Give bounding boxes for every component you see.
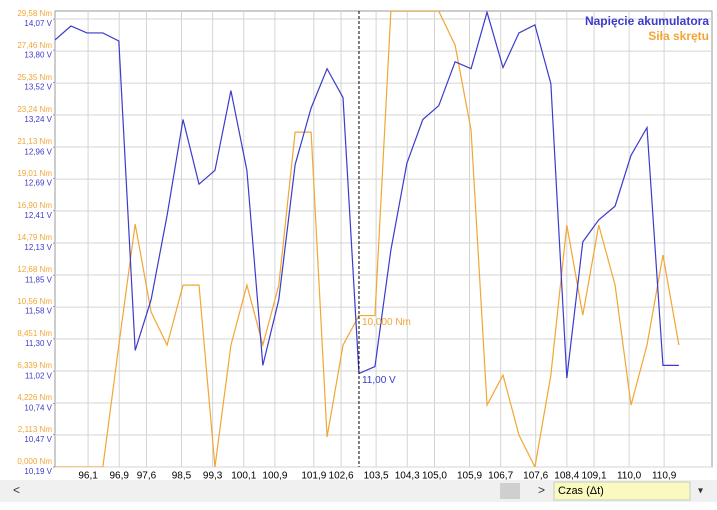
y-tick-label: 21,13 Nm: [17, 137, 52, 146]
legend-entry: Siła skrętu: [648, 29, 709, 43]
y2-tick-label: 13,80 V: [24, 50, 52, 59]
cursor-label: 11,00 V: [362, 375, 396, 386]
y2-tick-label: 13,24 V: [24, 115, 52, 124]
x-tick-label: 98,5: [172, 471, 192, 482]
y-tick-label: 27,46 Nm: [17, 41, 52, 50]
x-axis-select[interactable]: [553, 481, 691, 501]
y-tick-label: 19,01 Nm: [17, 169, 52, 178]
y-tick-label: 2,113 Nm: [18, 425, 52, 434]
y2-tick-label: 11,30 V: [25, 339, 53, 348]
x-axis-select-label: Czas (Δt): [558, 485, 604, 497]
y-tick-label: 12,68 Nm: [17, 265, 52, 274]
x-tick-label: 99,3: [203, 471, 223, 482]
x-tick-label: 100,1: [231, 471, 256, 482]
y-tick-label: 29,58 Nm: [17, 9, 52, 18]
y-tick-label: 6,339 Nm: [17, 361, 52, 370]
x-tick-label: 103,5: [364, 471, 389, 482]
x-tick-label: 110,9: [652, 471, 677, 482]
y2-tick-label: 10,74 V: [24, 404, 52, 413]
toolbar: [0, 480, 717, 502]
series-line: [55, 11, 680, 467]
y2-tick-label: 14,07 V: [24, 19, 52, 28]
x-tick-label: 100,9: [262, 471, 287, 482]
legend-entry: Napięcie akumulatora: [585, 14, 709, 28]
y-tick-label: 8,451 Nm: [17, 329, 52, 338]
x-tick-label: 106,7: [488, 471, 513, 482]
x-tick-label: 110,0: [617, 471, 642, 482]
x-tick-label: 109,1: [582, 471, 607, 482]
y2-tick-label: 10,47 V: [24, 435, 52, 444]
x-tick-label: 104,3: [395, 471, 420, 482]
prev-button[interactable]: <: [13, 483, 20, 497]
next-button[interactable]: >: [538, 483, 545, 497]
x-tick-label: 105,9: [457, 471, 482, 482]
x-tick-label: 101,9: [301, 471, 326, 482]
y2-tick-label: 11,58 V: [25, 307, 53, 316]
y2-tick-label: 12,13 V: [24, 243, 52, 252]
scroll-thumb[interactable]: [500, 483, 520, 499]
y2-tick-label: 12,69 V: [24, 179, 52, 188]
y-tick-label: 0,000 Nm: [17, 457, 52, 466]
x-tick-label: 96,9: [109, 471, 129, 482]
x-tick-label: 97,6: [137, 471, 157, 482]
y-tick-label: 4,226 Nm: [17, 393, 52, 402]
x-tick-label: 105,0: [422, 471, 447, 482]
y2-tick-label: 10,19 V: [24, 467, 52, 476]
x-tick-label: 96,1: [78, 471, 98, 482]
y-tick-label: 10,56 Nm: [17, 297, 52, 306]
series-line: [55, 11, 679, 379]
y-tick-label: 16,90 Nm: [17, 201, 52, 210]
plot-area: [54, 10, 713, 468]
x-tick-label: 108,4: [554, 471, 579, 482]
cursor-label: 10,000 Nm: [362, 317, 411, 328]
plot: 96,1 96,9 97,6 98,5 99,3 100,1 100,9 101,9 102,6…: [17, 9, 713, 482]
dropdown-arrow[interactable]: ▾: [698, 486, 703, 497]
y2-tick-label: 11,02 V: [25, 371, 53, 380]
y-tick-label: 14,79 Nm: [17, 233, 52, 242]
y2-tick-label: 11,85 V: [25, 275, 53, 284]
x-tick-label: 102,6: [329, 471, 354, 482]
y2-tick-label: 13,52 V: [24, 83, 52, 92]
y-tick-label: 23,24 Nm: [17, 105, 52, 114]
y-tick-label: 25,35 Nm: [17, 73, 52, 82]
y2-tick-label: 12,96 V: [24, 147, 52, 156]
x-tick-label: 107,6: [523, 471, 548, 482]
y2-tick-label: 12,41 V: [24, 211, 52, 220]
